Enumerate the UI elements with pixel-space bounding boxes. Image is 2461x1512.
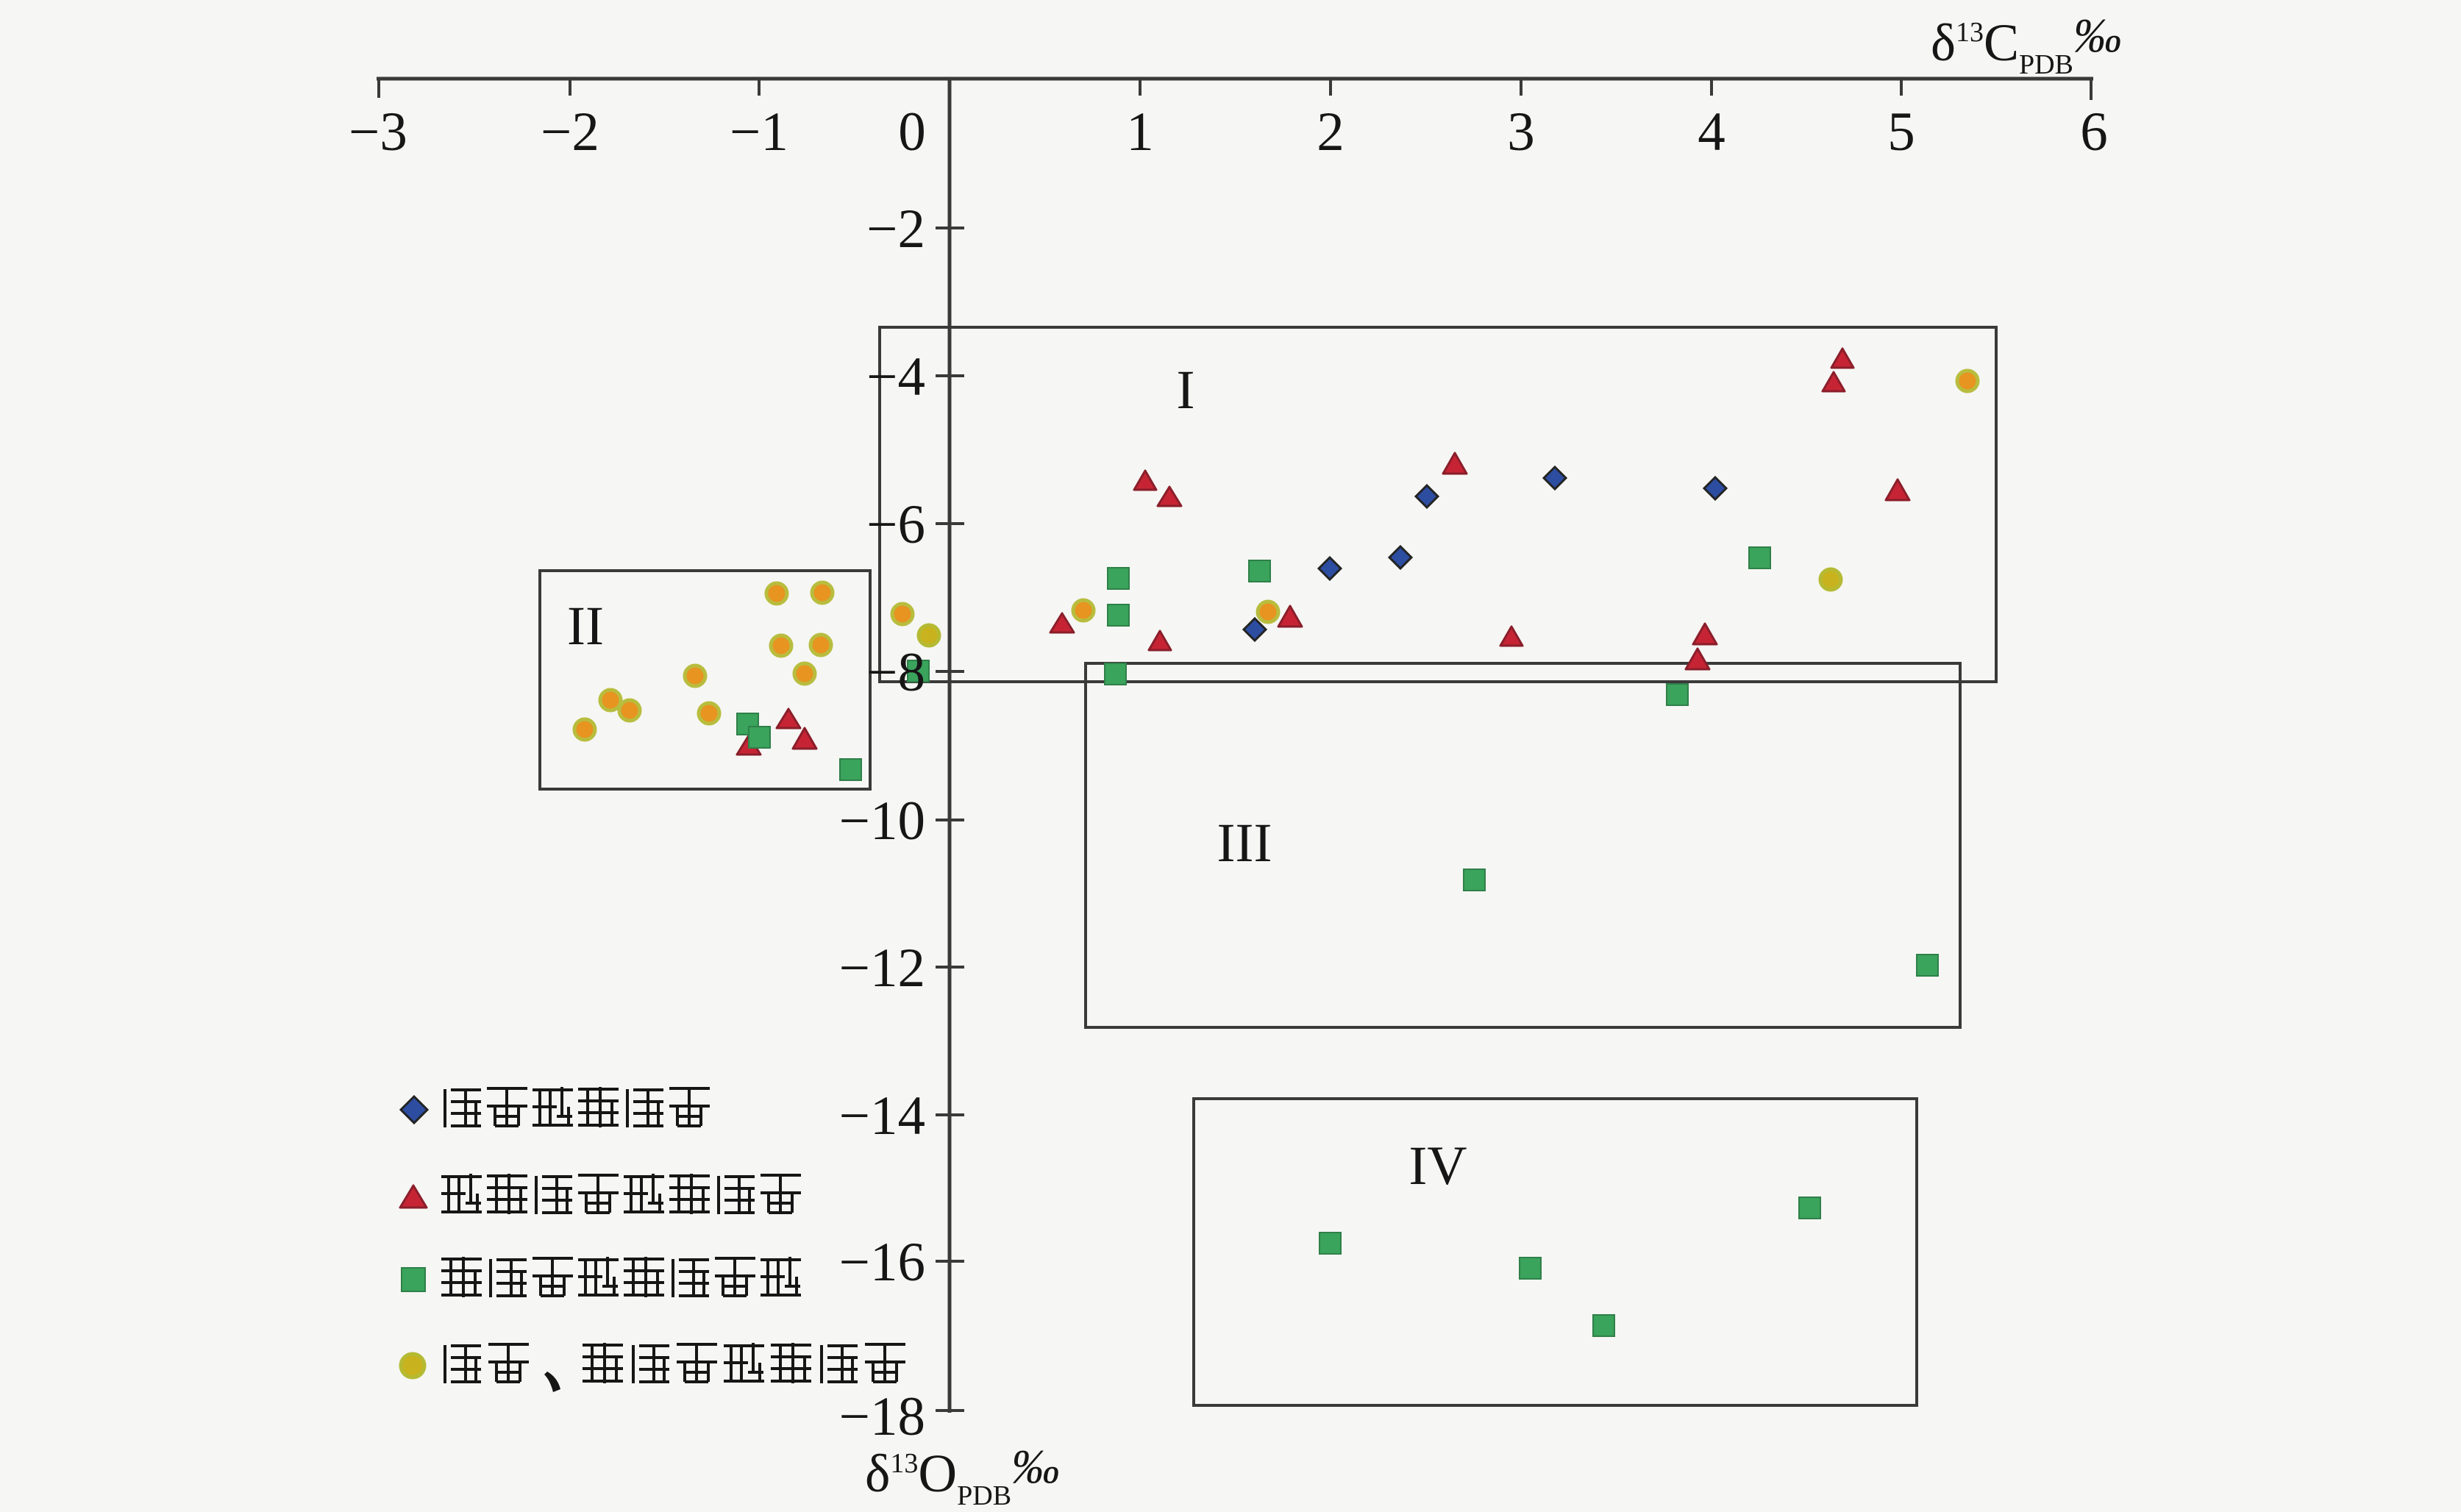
svg-text:−14: −14 [839, 1085, 925, 1147]
svg-text:6: 6 [2080, 101, 2108, 163]
svg-text:1: 1 [1126, 101, 1154, 163]
svg-text:−1: −1 [730, 101, 788, 163]
svg-text:2: 2 [1317, 101, 1345, 163]
svg-text:−16: −16 [839, 1232, 925, 1293]
svg-text:−4: −4 [866, 346, 925, 407]
svg-text:−6: −6 [866, 494, 925, 555]
svg-text:−3: −3 [349, 101, 407, 163]
svg-text:−2: −2 [866, 199, 925, 260]
svg-text:IV: IV [1408, 1135, 1467, 1197]
svg-text:−2: −2 [541, 101, 599, 163]
svg-text:0: 0 [898, 101, 926, 163]
svg-text:−8: −8 [866, 642, 925, 703]
svg-text:4: 4 [1698, 101, 1725, 163]
svg-text:−12: −12 [839, 938, 925, 999]
svg-text:I: I [1177, 360, 1195, 421]
svg-text:5: 5 [1887, 101, 1915, 163]
svg-text:II: II [567, 596, 604, 657]
svg-text:III: III [1217, 813, 1272, 874]
svg-text:3: 3 [1507, 101, 1535, 163]
svg-text:−10: −10 [839, 791, 925, 852]
svg-text:−18: −18 [839, 1386, 925, 1447]
